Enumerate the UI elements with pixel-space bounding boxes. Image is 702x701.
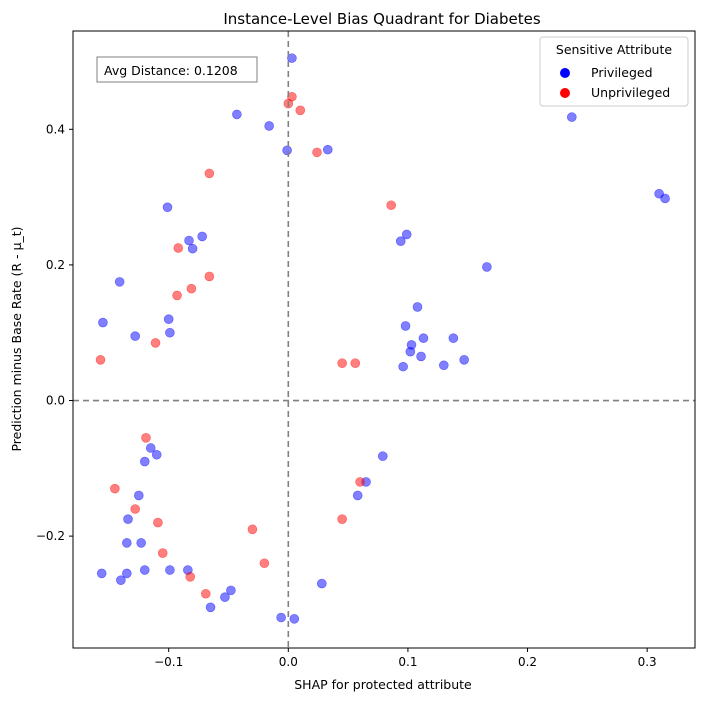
data-point-unprivileged <box>355 477 365 487</box>
chart-title: Instance-Level Bias Quadrant for Diabete… <box>223 10 541 28</box>
x-axis: −0.1 0.0 0.1 0.2 0.3 <box>154 648 657 669</box>
data-point-privileged <box>122 538 132 548</box>
data-point-unprivileged <box>295 105 306 116</box>
data-point-privileged <box>165 327 175 338</box>
data-point-privileged <box>264 121 274 131</box>
legend-marker-unprivileged <box>560 88 570 98</box>
x-tick-label: 0.2 <box>518 655 537 669</box>
data-point-privileged <box>98 317 108 328</box>
data-point-unprivileged <box>186 283 197 294</box>
data-point-privileged <box>316 578 327 589</box>
data-point-unprivileged <box>200 588 211 599</box>
data-point-privileged <box>226 585 236 596</box>
data-point-privileged <box>322 144 333 155</box>
data-point-privileged <box>289 614 300 624</box>
data-point-unprivileged <box>350 358 361 369</box>
data-point-privileged <box>566 112 577 122</box>
data-point-privileged <box>116 575 126 585</box>
data-point-unprivileged <box>172 290 182 301</box>
data-point-privileged <box>401 229 412 240</box>
data-point-privileged <box>184 235 194 246</box>
data-point-privileged <box>232 109 242 120</box>
data-point-privileged <box>114 277 125 287</box>
y-axis: −0.2 0.0 0.2 0.4 <box>36 122 73 543</box>
data-point-unprivileged <box>204 271 215 282</box>
data-point-privileged <box>130 331 140 341</box>
data-point-privileged <box>122 568 132 579</box>
data-point-privileged <box>418 333 429 343</box>
data-point-privileged <box>378 451 388 461</box>
data-point-privileged <box>398 361 408 372</box>
data-point-privileged <box>145 443 156 453</box>
data-point-privileged <box>162 202 173 213</box>
y-tick-label: −0.2 <box>36 529 65 543</box>
data-point-unprivileged <box>247 524 258 535</box>
x-axis-label: SHAP for protected attribute <box>294 677 472 692</box>
avg-distance-annotation: Avg Distance: 0.1208 <box>96 56 258 83</box>
data-point-privileged <box>139 456 150 467</box>
data-point-privileged <box>123 514 133 524</box>
data-point-unprivileged <box>337 358 347 369</box>
plot-frame <box>72 30 696 649</box>
data-point-privileged <box>448 333 459 343</box>
data-point-privileged <box>276 612 286 623</box>
legend-title: Sensitive Attribute <box>556 42 672 57</box>
data-point-privileged <box>395 236 406 246</box>
y-tick-label: 0.2 <box>46 258 65 272</box>
data-point-privileged <box>352 490 363 501</box>
data-point-privileged <box>136 538 146 548</box>
legend: Sensitive Attribute Privileged Unprivile… <box>539 36 689 107</box>
data-point-privileged <box>459 355 469 365</box>
data-point-unprivileged <box>141 433 151 443</box>
x-tick-label: 0.3 <box>638 655 657 669</box>
x-tick-label: −0.1 <box>154 655 183 669</box>
data-point-privileged <box>282 145 292 156</box>
data-point-privileged <box>151 449 162 460</box>
y-tick-label: 0.4 <box>46 122 65 136</box>
data-point-privileged <box>139 565 150 575</box>
data-point-privileged <box>133 490 144 501</box>
avg-distance-text: Avg Distance: 0.1208 <box>104 63 238 78</box>
y-tick-label: 0.0 <box>46 394 65 408</box>
y-axis-label: Prediction minus Base Rate (R - μ_t) <box>9 226 24 451</box>
legend-entry-unprivileged: Unprivileged <box>591 85 670 100</box>
legend-entry-privileged: Privileged <box>591 65 653 80</box>
legend-marker-privileged <box>560 68 570 78</box>
data-point-unprivileged <box>157 548 168 558</box>
x-tick-label: 0.0 <box>279 655 298 669</box>
data-point-privileged <box>96 568 107 579</box>
scatter-points <box>95 53 670 624</box>
data-point-unprivileged <box>386 200 396 211</box>
data-point-privileged <box>406 340 417 350</box>
data-point-privileged <box>412 302 423 312</box>
data-point-privileged <box>220 592 230 602</box>
data-point-unprivileged <box>173 243 184 253</box>
data-point-privileged <box>205 602 216 613</box>
x-tick-label: 0.1 <box>398 655 417 669</box>
data-point-unprivileged <box>259 558 270 569</box>
data-point-privileged <box>197 231 207 242</box>
data-point-unprivileged <box>95 355 106 365</box>
data-point-unprivileged <box>312 147 322 158</box>
data-point-privileged <box>163 314 174 324</box>
data-point-unprivileged <box>185 572 196 582</box>
data-point-unprivileged <box>153 517 163 528</box>
data-point-privileged <box>165 565 175 575</box>
data-point-privileged <box>416 351 426 362</box>
data-point-unprivileged <box>110 483 120 494</box>
data-point-privileged <box>400 321 411 331</box>
data-point-unprivileged <box>204 168 215 179</box>
data-point-privileged <box>439 360 449 371</box>
data-point-unprivileged <box>337 514 347 524</box>
data-point-privileged <box>187 243 198 254</box>
data-point-privileged <box>287 53 297 63</box>
data-point-unprivileged <box>150 338 161 348</box>
data-point-privileged <box>482 262 492 272</box>
data-point-unprivileged <box>130 504 140 514</box>
data-point-privileged <box>660 193 670 204</box>
